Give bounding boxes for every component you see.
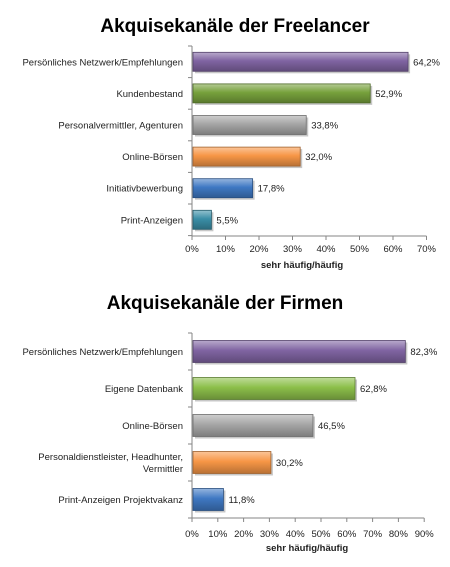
x-tick-label: 50% — [350, 244, 370, 255]
bar — [192, 209, 212, 230]
bar-value-label: 52,9% — [375, 89, 402, 100]
bar-value-label: 82,3% — [410, 347, 437, 358]
x-tick-label: 90% — [415, 529, 435, 540]
bar — [192, 178, 254, 199]
chart-firmen-bars: 82,3% Persönliches Netzwerk/Empfehlungen 6… — [22, 340, 438, 513]
chart-firmen-title: Akquisekanäle der Firmen — [107, 293, 344, 314]
x-tick-label: 10% — [216, 244, 236, 255]
x-tick-label: 30% — [260, 529, 280, 540]
bar — [192, 146, 301, 167]
x-tick-label: 20% — [249, 244, 269, 255]
category-label: Initiativbewerbung — [106, 184, 183, 195]
bar-value-label: 62,8% — [360, 384, 387, 395]
category-label: Kundenbestand — [116, 89, 183, 100]
x-tick-label: 70% — [363, 529, 383, 540]
bar — [192, 414, 314, 437]
bar — [192, 451, 272, 474]
bar — [192, 340, 406, 363]
x-tick-label: 70% — [417, 244, 437, 255]
x-tick-label: 60% — [337, 529, 357, 540]
chart-freelancer-axis: 0% 10% 20% 30% 40% 50% 60% 70% — [185, 45, 437, 255]
category-label: Personalvermittler, Agenturen — [58, 121, 183, 132]
bar-value-label: 32,0% — [305, 152, 332, 163]
category-label: Vermittler — [143, 464, 183, 475]
chart-firmen: Akquisekanäle der Firmen 0% 10% 20% 30% 40% 5… — [22, 293, 437, 554]
x-tick-label: 0% — [185, 244, 199, 255]
bar — [192, 115, 307, 135]
x-tick-label: 40% — [316, 244, 336, 255]
x-tick-label: 20% — [234, 529, 254, 540]
x-tick-label: 30% — [283, 244, 303, 255]
chart-freelancer-xlabel: sehr häufig/häufig — [261, 260, 344, 271]
chart-firmen-xlabel: sehr häufig/häufig — [266, 543, 349, 554]
category-label: Eigene Datenbank — [105, 384, 183, 395]
bar-value-label: 46,5% — [318, 421, 345, 432]
category-label: Online-Börsen — [122, 421, 183, 432]
category-label: Personaldienstleister, Headhunter, — [38, 452, 183, 463]
chart-freelancer-bars: 64,2% Persönliches Netzwerk/Empfehlungen 5… — [22, 51, 441, 232]
chart-firmen-axis: 0% 10% 20% 30% 40% 50% 60% 70% 80% 90% — [185, 332, 435, 540]
category-label: Persönliches Netzwerk/Empfehlungen — [22, 57, 183, 68]
category-label: Online-Börsen — [122, 152, 183, 163]
x-tick-label: 10% — [208, 529, 228, 540]
bar-value-label: 11,8% — [228, 495, 255, 506]
x-tick-label: 60% — [383, 244, 403, 255]
category-label: Print-Anzeigen Projektvakanz — [58, 495, 183, 506]
chart-freelancer-title: Akquisekanäle der Freelancer — [100, 16, 370, 37]
category-label: Print-Anzeigen — [121, 215, 183, 226]
x-tick-label: 50% — [311, 529, 331, 540]
bar — [192, 377, 356, 400]
bar-value-label: 33,8% — [311, 121, 338, 132]
bar — [192, 51, 409, 72]
x-tick-label: 80% — [389, 529, 409, 540]
bar-value-label: 5,5% — [216, 215, 238, 226]
bar — [192, 488, 224, 511]
chart-freelancer: Akquisekanäle der Freelancer 0% 10% 20% 30%… — [22, 16, 440, 271]
bar-value-label: 64,2% — [413, 57, 440, 68]
bar — [192, 83, 371, 104]
bar-value-label: 30,2% — [276, 458, 303, 469]
x-tick-label: 0% — [185, 529, 199, 540]
x-tick-label: 40% — [286, 529, 306, 540]
category-label: Persönliches Netzwerk/Empfehlungen — [22, 347, 183, 358]
bar-value-label: 17,8% — [258, 184, 285, 195]
